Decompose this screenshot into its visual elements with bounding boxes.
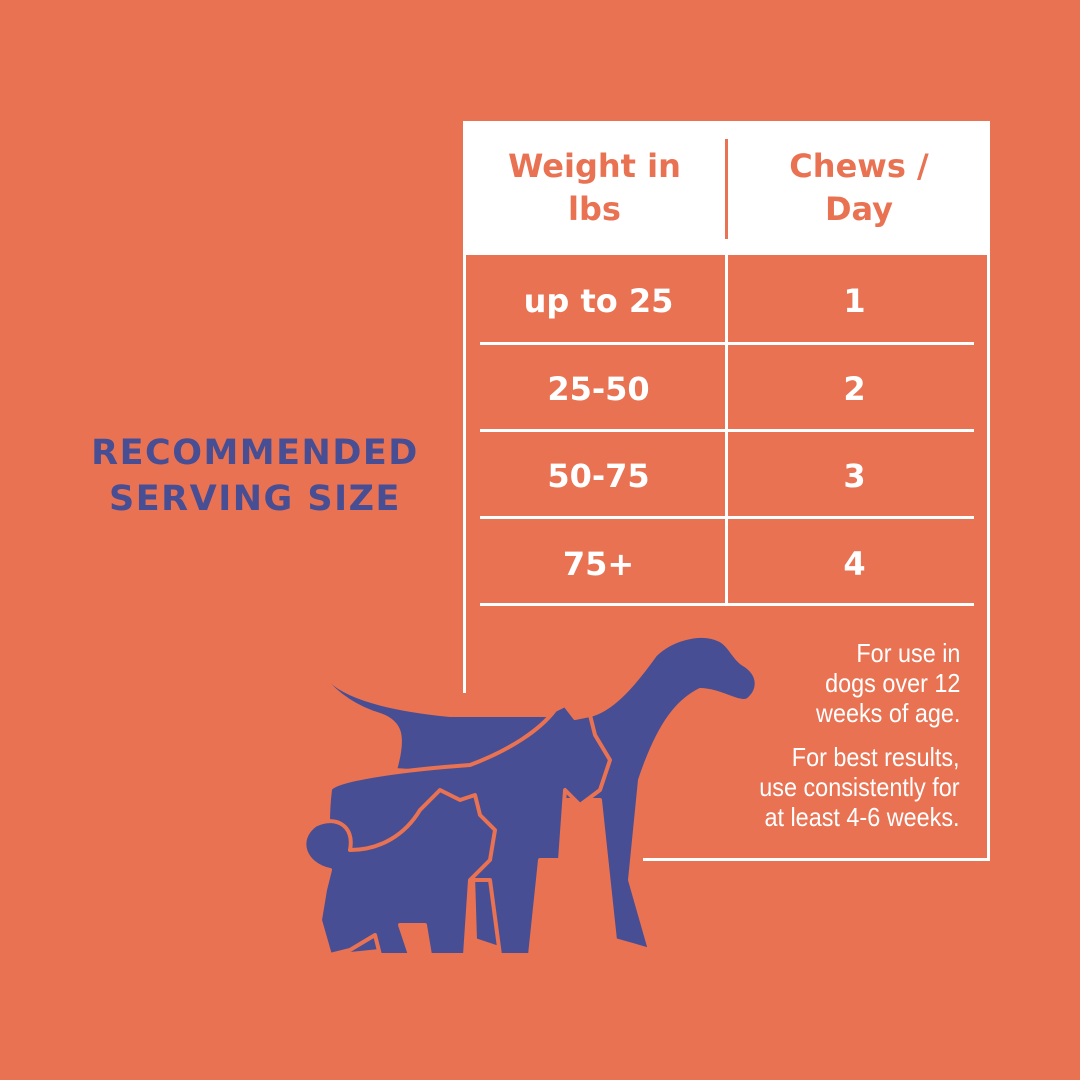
note-line: use consistently for <box>759 772 960 802</box>
row-chews: 1 <box>843 281 866 320</box>
note-line: dogs over 12 <box>824 668 960 698</box>
header-chews-line2: Day <box>824 190 894 228</box>
frame-left-line <box>463 121 466 693</box>
header-weight-line1: Weight in <box>508 147 681 185</box>
row-divider <box>480 516 974 519</box>
small-dog-icon <box>302 788 497 957</box>
serving-size-title: RECOMMENDED SERVING SIZE <box>60 430 450 522</box>
note-line: at least 4-6 weeks. <box>764 802 960 832</box>
header-divider <box>725 139 728 239</box>
frame-bottom-line <box>643 858 990 861</box>
row-weight: 50-75 <box>547 456 650 495</box>
row-weight: 75+ <box>562 544 635 583</box>
frame-right-line <box>987 121 990 861</box>
row-chews: 3 <box>843 456 866 495</box>
header-chews-line1: Chews / <box>789 147 929 185</box>
row-divider <box>480 603 974 606</box>
row-divider <box>480 429 974 432</box>
results-note: For best results, use consistently for a… <box>760 742 960 832</box>
table-header: Weight in lbs Chews / Day <box>463 121 990 255</box>
note-line: For use in <box>855 638 960 668</box>
age-note: For use in dogs over 12 weeks of age. <box>816 638 960 728</box>
row-divider <box>480 342 974 345</box>
header-weight: Weight in lbs <box>463 121 726 255</box>
note-line: weeks of age. <box>815 698 960 728</box>
header-weight-line2: lbs <box>568 190 621 228</box>
row-chews: 2 <box>843 369 866 408</box>
row-weight: up to 25 <box>523 281 674 320</box>
title-line-1: RECOMMENDED <box>91 433 419 473</box>
row-chews: 4 <box>843 544 866 583</box>
title-line-2: SERVING SIZE <box>109 479 401 519</box>
row-weight: 25-50 <box>547 369 650 408</box>
note-line: For best results, <box>792 742 960 772</box>
header-chews: Chews / Day <box>728 121 990 255</box>
